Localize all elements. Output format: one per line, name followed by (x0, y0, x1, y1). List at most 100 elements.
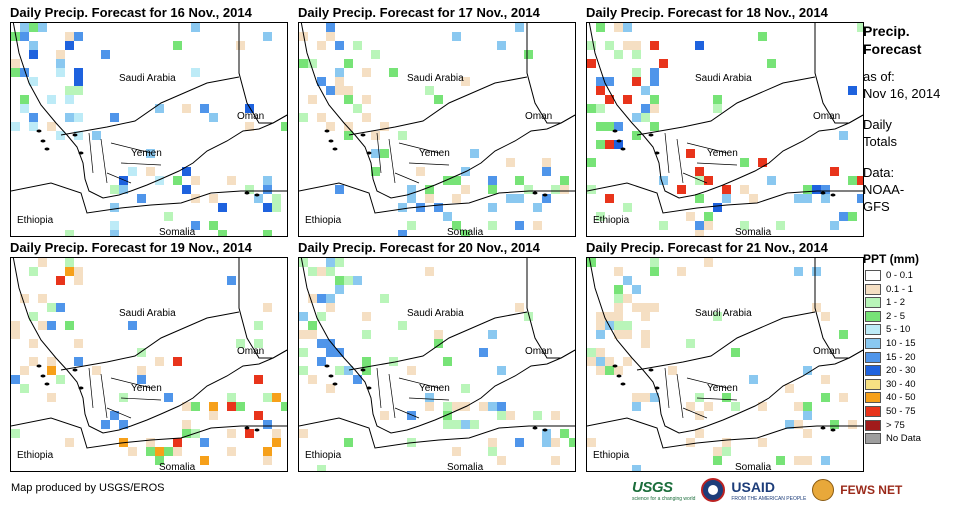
rainfall-cell (767, 59, 776, 68)
rainfall-cell (839, 393, 848, 402)
island-mark (830, 428, 836, 432)
island-mark (360, 368, 366, 372)
rainfall-cell (335, 185, 344, 194)
rainfall-cell (587, 438, 596, 447)
map-label-yemen: Yemen (131, 148, 162, 159)
map-label-oman: Oman (237, 346, 264, 357)
rainfall-cell (794, 267, 803, 276)
rainfall-cell (407, 185, 416, 194)
border-line (12, 258, 287, 434)
rainfall-cell (407, 221, 416, 230)
island-mark (72, 368, 78, 372)
rainfall-cell (479, 348, 488, 357)
rainfall-cell (452, 420, 461, 429)
panel-title: Daily Precip. Forecast for 21 Nov., 2014 (586, 240, 828, 255)
rainfall-cell (20, 68, 29, 77)
rainfall-cell (425, 86, 434, 95)
rainfall-cell (47, 95, 56, 104)
rainfall-cell (299, 258, 308, 267)
daily-line1: Daily (863, 117, 892, 132)
rainfall-cell (47, 321, 56, 330)
rainfall-cell (821, 185, 830, 194)
rainfall-cell (119, 420, 128, 429)
rainfall-cell (155, 104, 164, 113)
map-frame: Saudi Arabia Oman Yemen Ethiopia Somalia (10, 257, 288, 472)
rainfall-cell (461, 384, 470, 393)
border-line (588, 258, 863, 434)
rainfall-cell (803, 411, 812, 420)
rainfall-cell (308, 321, 317, 330)
basemap: Saudi Arabia Oman Yemen Ethiopia Somalia (11, 23, 287, 236)
map-frame: Saudi Arabia Oman Yemen Ethiopia Somalia (10, 22, 288, 237)
rainfall-cell (488, 221, 497, 230)
fews-net-logo: FEWS NET (840, 483, 903, 497)
rainfall-cell (434, 339, 443, 348)
rainfall-cell (308, 330, 317, 339)
map-label-saudi: Saudi Arabia (407, 308, 464, 319)
rainfall-cell (722, 447, 731, 456)
rainfall-cell (848, 86, 857, 95)
rainfall-cell (605, 312, 614, 321)
island-mark (616, 374, 622, 378)
rainfall-cell (839, 330, 848, 339)
rainfall-cell (344, 131, 353, 140)
rainfall-cell (812, 267, 821, 276)
ppt-label: 40 - 50 (886, 392, 916, 404)
rainfall-cell (65, 230, 74, 236)
rainfall-cell (209, 194, 218, 203)
ppt-label: > 75 (886, 419, 905, 431)
border-line (814, 23, 863, 124)
rainfall-cell (506, 411, 515, 420)
ppt-legend-item: 50 - 75 (865, 406, 916, 417)
rainfall-cell (542, 167, 551, 176)
rainfall-cell (326, 348, 335, 357)
ppt-label: 1 - 2 (886, 297, 906, 309)
rainfall-cell (497, 41, 506, 50)
ppt-swatch (865, 433, 881, 445)
rainfall-cell (362, 366, 371, 375)
island-mark (830, 193, 836, 197)
rainfall-cell (659, 59, 668, 68)
rainfall-cell (362, 330, 371, 339)
ppt-label: 15 - 20 (886, 351, 916, 363)
rainfall-cell (758, 158, 767, 167)
border-line (238, 23, 287, 124)
rainfall-cell (191, 221, 200, 230)
rainfall-cell (596, 104, 605, 113)
rainfall-cell (74, 32, 83, 41)
rainfall-cell (623, 276, 632, 285)
rainfall-cell (407, 366, 416, 375)
map-credit: Map produced by USGS/EROS (11, 482, 165, 494)
map-label-oman: Oman (237, 111, 264, 122)
rainfall-cell (227, 176, 236, 185)
rainfall-cell (236, 41, 245, 50)
rainfall-cell (560, 185, 569, 194)
rainfall-cell (488, 330, 497, 339)
usaid-wordmark: USAID (731, 478, 775, 495)
rainfall-cell (623, 294, 632, 303)
ppt-label: No Data (886, 433, 921, 445)
island-mark (820, 426, 826, 430)
rainfall-cell (299, 330, 308, 339)
map-label-somalia: Somalia (735, 227, 772, 236)
rainfall-cell (452, 402, 461, 411)
rainfall-cell (20, 95, 29, 104)
rainfall-cell (362, 68, 371, 77)
rainfall-cell (335, 77, 344, 86)
rainfall-cell (524, 50, 533, 59)
rainfall-cell (146, 167, 155, 176)
rainfall-cell (614, 321, 623, 330)
rainfall-cell (65, 321, 74, 330)
rainfall-cell (551, 185, 560, 194)
legend-title-line2: Forecast (863, 41, 922, 57)
rainfall-cell (272, 393, 281, 402)
rainfall-cell (38, 321, 47, 330)
rainfall-cell (65, 32, 74, 41)
usaid-tagline: FROM THE AMERICAN PEOPLE (731, 495, 807, 502)
rainfall-cell (335, 86, 344, 95)
rainfall-cell (335, 366, 344, 375)
rainfall-cell (119, 176, 128, 185)
rainfall-cell (245, 104, 254, 113)
island-mark (820, 191, 826, 195)
border-line (299, 417, 575, 449)
